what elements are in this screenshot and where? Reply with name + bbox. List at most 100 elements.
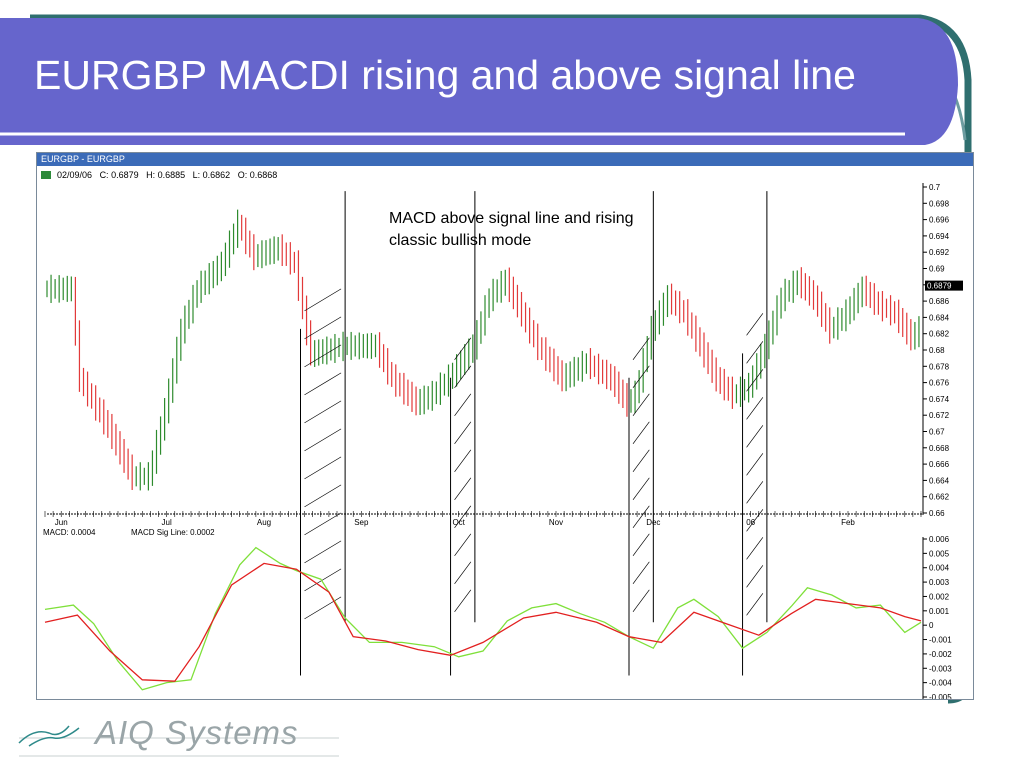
last-value-box bbox=[925, 280, 963, 291]
hatch-stroke bbox=[304, 484, 342, 508]
last-value-label: 0.6879 bbox=[927, 282, 952, 291]
price-y-tick-label: 0.698 bbox=[929, 199, 950, 208]
hatch-stroke bbox=[304, 540, 342, 564]
macd-y-tick-label: -0.002 bbox=[929, 650, 952, 659]
price-y-tick-label: 0.694 bbox=[929, 232, 950, 241]
hatch-stroke bbox=[746, 593, 764, 616]
hatch-stroke bbox=[632, 449, 650, 472]
month-label: Jul bbox=[162, 518, 172, 527]
macd-series-line bbox=[44, 546, 922, 691]
hatch-stroke bbox=[746, 565, 764, 588]
price-y-tick-label: 0.686 bbox=[929, 297, 950, 306]
price-y-tick-label: 0.69 bbox=[929, 265, 945, 274]
price-y-tick-label: 0.7 bbox=[929, 183, 941, 192]
logo-text: AIQ Systems bbox=[95, 714, 299, 751]
hatch-stroke bbox=[454, 337, 472, 360]
hatch-stroke bbox=[632, 589, 650, 612]
hatch-stroke bbox=[304, 372, 342, 396]
annotation-line-1: MACD above signal line and rising bbox=[389, 210, 634, 227]
price-y-tick-label: 0.666 bbox=[929, 460, 950, 469]
hatch-stroke bbox=[304, 428, 342, 452]
hatch-stroke bbox=[746, 425, 764, 448]
hatch-stroke bbox=[454, 365, 472, 388]
hatch-stroke bbox=[304, 568, 342, 592]
hatch-stroke bbox=[454, 561, 472, 584]
hatch-stroke bbox=[304, 344, 342, 368]
hatch-stroke bbox=[632, 533, 650, 556]
annotation-line-2: classic bullish mode bbox=[389, 232, 531, 249]
hatch-stroke bbox=[632, 337, 650, 360]
macd-series-line bbox=[44, 562, 922, 682]
info-date: 02/09/06 bbox=[57, 170, 93, 180]
hatch-stroke bbox=[632, 561, 650, 584]
aiq-logo bbox=[18, 725, 339, 757]
macd-y-tick-label: 0 bbox=[929, 621, 934, 630]
window-title: EURGBP - EURGBP bbox=[37, 153, 973, 166]
chart-window: EURGBP - EURGBP 02/09/06 C: 0.6879 H: 0.… bbox=[36, 152, 974, 700]
macd-y-tick-label: -0.004 bbox=[929, 679, 952, 688]
hatch-stroke bbox=[746, 453, 764, 476]
pen-icon bbox=[41, 171, 51, 179]
price-y-tick-label: 0.662 bbox=[929, 493, 950, 502]
month-label: 06 bbox=[746, 518, 755, 527]
hatch-stroke bbox=[746, 481, 764, 504]
hatch-stroke bbox=[632, 365, 650, 388]
macd-signal-label: MACD Sig Line: 0.0002 bbox=[131, 528, 215, 537]
price-y-tick-label: 0.682 bbox=[929, 330, 950, 339]
month-label: Jun bbox=[55, 518, 68, 527]
hatch-stroke bbox=[304, 316, 342, 340]
hatch-stroke bbox=[632, 505, 650, 528]
macd-y-tick-label: -0.005 bbox=[929, 693, 952, 700]
month-label: Sep bbox=[354, 518, 369, 527]
macd-y-tick-label: 0.001 bbox=[929, 607, 950, 616]
price-y-tick-label: 0.664 bbox=[929, 476, 950, 485]
price-y-tick-label: 0.678 bbox=[929, 362, 950, 371]
price-macd-chart: 0.70.6980.6960.6940.6920.690.6880.6860.6… bbox=[43, 183, 963, 700]
info-high: H: 0.6885 bbox=[146, 170, 186, 180]
hatch-stroke bbox=[746, 537, 764, 560]
hatch-stroke bbox=[632, 421, 650, 444]
macd-y-tick-label: 0.005 bbox=[929, 549, 950, 558]
info-open: O: 0.6868 bbox=[237, 170, 278, 180]
hatch-stroke bbox=[632, 477, 650, 500]
price-y-tick-label: 0.674 bbox=[929, 395, 950, 404]
price-y-tick-label: 0.676 bbox=[929, 379, 950, 388]
macd-y-tick-label: -0.003 bbox=[929, 664, 952, 673]
month-label: Aug bbox=[257, 518, 271, 527]
hatch-stroke bbox=[304, 596, 342, 620]
price-y-tick-label: 0.668 bbox=[929, 444, 950, 453]
price-y-tick-label: 0.696 bbox=[929, 216, 950, 225]
hatch-stroke bbox=[304, 288, 342, 312]
price-y-tick-label: 0.66 bbox=[929, 509, 945, 518]
slide-title: EURGBP MACDI rising and above signal lin… bbox=[34, 52, 856, 98]
month-label: Oct bbox=[452, 518, 465, 527]
info-close: C: 0.6879 bbox=[99, 170, 139, 180]
hatch-stroke bbox=[454, 393, 472, 416]
price-y-tick-label: 0.67 bbox=[929, 428, 945, 437]
price-y-tick-label: 0.672 bbox=[929, 411, 950, 420]
hatch-stroke bbox=[746, 509, 764, 532]
month-label: Nov bbox=[549, 518, 563, 527]
hatch-stroke bbox=[454, 533, 472, 556]
title-banner bbox=[0, 18, 958, 145]
macd-y-tick-label: 0.002 bbox=[929, 592, 950, 601]
macd-y-tick-label: -0.001 bbox=[929, 636, 952, 645]
hatch-stroke bbox=[632, 393, 650, 416]
hatch-stroke bbox=[746, 313, 764, 336]
price-y-tick-label: 0.68 bbox=[929, 346, 945, 355]
macd-y-tick-label: 0.004 bbox=[929, 564, 950, 573]
macd-y-tick-label: 0.006 bbox=[929, 535, 950, 544]
hatch-stroke bbox=[304, 400, 342, 424]
hatch-stroke bbox=[454, 449, 472, 472]
hatch-stroke bbox=[454, 421, 472, 444]
hatch-stroke bbox=[304, 512, 342, 536]
hatch-stroke bbox=[454, 505, 472, 528]
hatch-stroke bbox=[454, 477, 472, 500]
macd-value-label: MACD: 0.0004 bbox=[43, 528, 96, 537]
price-y-tick-label: 0.692 bbox=[929, 248, 950, 257]
info-low: L: 0.6862 bbox=[192, 170, 231, 180]
hatch-stroke bbox=[746, 341, 764, 364]
hatch-stroke bbox=[304, 456, 342, 480]
hatch-stroke bbox=[746, 369, 764, 392]
month-label: Feb bbox=[841, 518, 855, 527]
